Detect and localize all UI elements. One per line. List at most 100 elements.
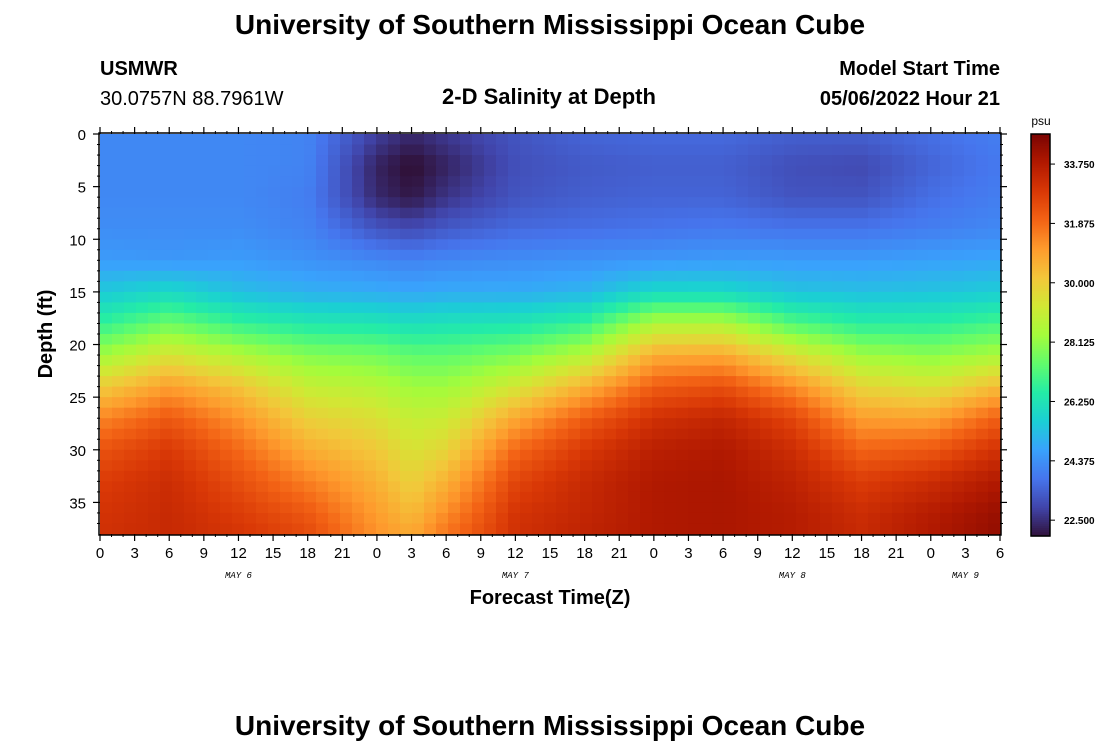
heatmap-cell <box>568 418 581 430</box>
heatmap-cell <box>148 312 161 325</box>
heatmap-cell <box>796 281 809 293</box>
heatmap-cell <box>484 397 497 409</box>
heatmap-cell <box>916 218 929 230</box>
heatmap-cell <box>928 144 941 156</box>
heatmap-cell <box>436 334 449 346</box>
heatmap-cell <box>832 376 845 388</box>
heatmap-cell <box>328 312 341 325</box>
heatmap-cell <box>988 397 1001 409</box>
heatmap-cell <box>652 397 665 409</box>
heatmap-cell <box>304 491 317 504</box>
heatmap-cell <box>316 323 329 335</box>
station-coords: 30.0757N 88.7961W <box>100 88 284 110</box>
heatmap-cell <box>532 176 545 188</box>
heatmap-cell <box>472 418 485 430</box>
heatmap-cell <box>364 502 377 514</box>
heatmap-cell <box>976 481 989 493</box>
heatmap-cell <box>556 165 569 177</box>
heatmap-cell <box>496 512 509 525</box>
heatmap-cell <box>748 439 761 451</box>
heatmap-cell <box>280 376 293 388</box>
chart-subtitle: 2-D Salinity at Depth <box>442 84 656 109</box>
heatmap-cell <box>976 207 989 219</box>
heatmap-cell <box>916 407 929 419</box>
colorbar-step <box>1031 146 1050 149</box>
heatmap-cell <box>352 365 365 377</box>
heatmap-cell <box>364 155 377 167</box>
heatmap-cell <box>940 428 953 440</box>
heatmap-cell <box>520 323 533 335</box>
heatmap-cell <box>100 302 113 314</box>
colorbar-step <box>1031 433 1050 437</box>
heatmap-cell <box>508 176 521 188</box>
heatmap-cell <box>148 481 161 493</box>
heatmap-cell <box>196 323 209 335</box>
colorbar-step <box>1031 495 1050 499</box>
heatmap-cell <box>892 260 905 272</box>
heatmap-cell <box>940 323 953 335</box>
heatmap-cell <box>304 239 317 251</box>
heatmap-cell <box>112 281 125 293</box>
heatmap-cell <box>256 523 269 535</box>
heatmap-cell <box>100 439 113 451</box>
heatmap-cell <box>472 397 485 409</box>
heatmap-cell <box>952 502 965 514</box>
heatmap-cell <box>688 470 701 482</box>
colorbar-step <box>1031 324 1050 328</box>
heatmap-cell <box>964 407 977 419</box>
heatmap-cell <box>676 144 689 156</box>
heatmap-cell <box>880 291 893 304</box>
heatmap-cell <box>244 312 257 325</box>
heatmap-cell <box>124 165 137 177</box>
heatmap-cell <box>928 439 941 451</box>
heatmap-cell <box>208 386 221 398</box>
heatmap-cell <box>388 155 401 167</box>
heatmap-cell <box>472 302 485 314</box>
heatmap-cell <box>748 355 761 367</box>
heatmap-cell <box>280 439 293 451</box>
heatmap-cell <box>412 512 425 525</box>
heatmap-cell <box>712 134 725 146</box>
heatmap-cell <box>724 386 737 398</box>
heatmap-cell <box>400 344 413 356</box>
colorbar-step <box>1031 164 1050 167</box>
heatmap-cell <box>196 186 209 198</box>
heatmap-cell <box>880 428 893 440</box>
heatmap-cell <box>148 449 161 461</box>
heatmap-cell <box>640 165 653 177</box>
colorbar-step <box>1031 393 1050 396</box>
heatmap-cell <box>796 470 809 482</box>
heatmap-cell <box>988 512 1001 525</box>
heatmap-cell <box>412 281 425 293</box>
heatmap-cell <box>952 270 965 282</box>
heatmap-cell <box>424 334 437 346</box>
heatmap-cell <box>400 312 413 325</box>
heatmap-cell <box>760 355 773 367</box>
heatmap-cell <box>784 376 797 388</box>
heatmap-cell <box>496 239 509 251</box>
heatmap-cell <box>388 449 401 461</box>
heatmap-cell <box>556 155 569 167</box>
colorbar-step <box>1031 158 1050 161</box>
heatmap-cell <box>844 449 857 461</box>
heatmap-cell <box>376 428 389 440</box>
heatmap-cell <box>988 344 1001 356</box>
heatmap-cell <box>688 334 701 346</box>
colorbar-step <box>1031 361 1050 364</box>
heatmap-cell <box>784 228 797 240</box>
heatmap-cell <box>220 418 233 430</box>
heatmap-cell <box>268 355 281 367</box>
colorbar-step <box>1031 198 1050 201</box>
heatmap-cell <box>280 386 293 398</box>
heatmap-cell <box>988 134 1001 146</box>
heatmap-cell <box>520 376 533 388</box>
heatmap-cell <box>160 155 173 167</box>
heatmap-cell <box>628 260 641 272</box>
heatmap-cell <box>724 470 737 482</box>
heatmap-cell <box>976 460 989 472</box>
heatmap-cell <box>424 481 437 493</box>
x-tick-label: 0 <box>927 545 935 562</box>
heatmap-cell <box>628 334 641 346</box>
heatmap-cell <box>244 355 257 367</box>
colorbar-step <box>1031 505 1050 509</box>
